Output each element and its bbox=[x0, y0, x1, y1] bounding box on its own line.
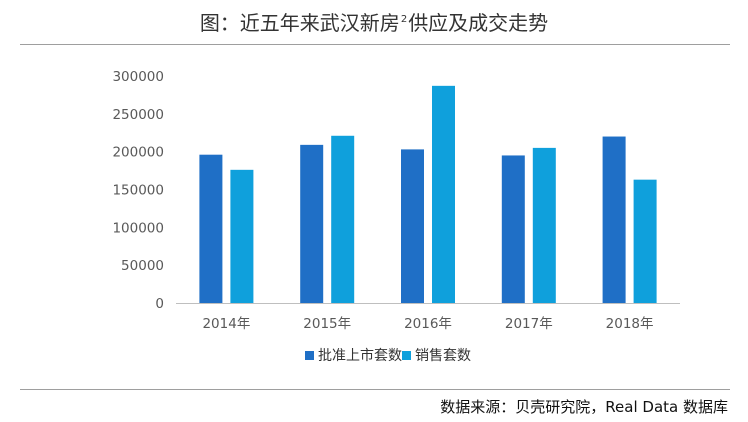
bar-approved-2 bbox=[401, 149, 424, 303]
source-note: 数据来源：贝壳研究院，Real Data 数据库 bbox=[440, 398, 728, 416]
x-tick-label: 2015年 bbox=[303, 316, 351, 332]
y-tick-label: 300000 bbox=[112, 69, 164, 85]
bar-sold-0 bbox=[230, 169, 254, 303]
x-tick-label: 2018年 bbox=[606, 316, 654, 332]
bar-chart: 0 50000 100000 150000 200000 250000 300000 201… bbox=[112, 69, 680, 364]
x-tick-label: 2014年 bbox=[202, 316, 250, 332]
y-tick-label: 100000 bbox=[112, 220, 164, 236]
bars bbox=[199, 85, 657, 303]
legend-item-sold-label: 销售套数 bbox=[415, 348, 471, 364]
chart-title-superscript: 2 bbox=[400, 14, 408, 25]
bar-sold-2 bbox=[432, 85, 455, 303]
chart-title-end: 供应及成交走势 bbox=[408, 11, 549, 35]
legend-item-approved-swatch bbox=[305, 351, 314, 360]
x-tick-label: 2016年 bbox=[404, 316, 452, 332]
legend: 批准上市套数 销售套数 bbox=[305, 347, 471, 364]
chart-title-main: 图：近五年来武汉新房 bbox=[199, 11, 400, 35]
y-tick-label: 200000 bbox=[112, 145, 164, 161]
x-tick-label: 2017年 bbox=[505, 316, 553, 332]
bar-sold-3 bbox=[532, 147, 556, 303]
y-tick-label: 0 bbox=[155, 296, 164, 312]
bar-approved-4 bbox=[602, 136, 626, 303]
legend-item-sold-swatch bbox=[402, 351, 411, 360]
bottom-rule bbox=[20, 389, 730, 390]
top-rule bbox=[20, 44, 730, 45]
legend-item-approved-label: 批准上市套数 bbox=[318, 347, 402, 364]
x-axis-ticks: 2014年 2015年 2016年 2017年 2018年 bbox=[202, 316, 653, 332]
y-axis-ticks: 0 50000 100000 150000 200000 250000 300000 bbox=[112, 69, 164, 312]
bar-sold-4 bbox=[633, 179, 657, 303]
chart-title: 图：近五年来武汉新房2供应及成交走势 bbox=[0, 7, 748, 36]
bar-approved-1 bbox=[300, 144, 324, 303]
bar-approved-3 bbox=[501, 155, 525, 303]
y-tick-label: 250000 bbox=[112, 107, 164, 123]
y-tick-label: 150000 bbox=[112, 183, 164, 199]
bar-sold-1 bbox=[331, 135, 355, 303]
y-tick-label: 50000 bbox=[121, 258, 164, 274]
bar-approved-0 bbox=[199, 154, 223, 303]
